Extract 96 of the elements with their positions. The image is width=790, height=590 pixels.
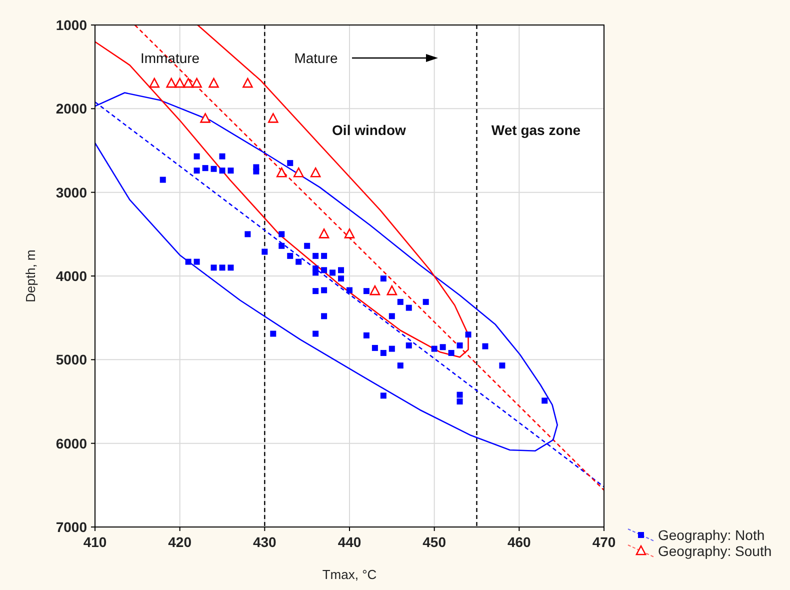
x-tick-label: 410 bbox=[83, 534, 107, 550]
point bbox=[174, 78, 185, 88]
point bbox=[397, 362, 404, 369]
y-tick-label: 4000 bbox=[56, 268, 88, 284]
point bbox=[499, 362, 506, 369]
y-tick-label: 6000 bbox=[56, 435, 88, 452]
point bbox=[312, 252, 319, 259]
point bbox=[293, 167, 304, 178]
point bbox=[228, 264, 234, 271]
point bbox=[228, 168, 234, 174]
point bbox=[200, 113, 210, 123]
point bbox=[448, 350, 454, 356]
point bbox=[440, 344, 446, 350]
legend-label: Geography: South bbox=[658, 543, 772, 559]
point bbox=[242, 78, 253, 88]
point bbox=[244, 231, 251, 238]
point bbox=[312, 288, 319, 294]
point bbox=[321, 287, 328, 294]
point bbox=[318, 228, 330, 238]
point bbox=[310, 167, 321, 178]
point bbox=[482, 343, 488, 350]
annotation: Mature bbox=[294, 50, 338, 66]
point bbox=[270, 330, 276, 337]
x-axis-title: Tmax, °C bbox=[322, 567, 377, 582]
point bbox=[388, 313, 395, 320]
point bbox=[465, 332, 472, 338]
point bbox=[268, 113, 278, 123]
point bbox=[296, 258, 302, 265]
point bbox=[202, 165, 208, 172]
point bbox=[278, 231, 285, 238]
x-tick-label: 460 bbox=[507, 534, 532, 550]
point bbox=[219, 264, 226, 271]
point bbox=[166, 78, 176, 88]
point bbox=[388, 346, 395, 352]
point bbox=[456, 342, 463, 348]
point bbox=[338, 276, 344, 282]
point bbox=[372, 344, 378, 351]
point bbox=[312, 270, 319, 276]
point bbox=[253, 168, 260, 174]
y-axis-title: Depth, m bbox=[23, 250, 38, 302]
point bbox=[380, 276, 386, 282]
point bbox=[287, 160, 294, 166]
point bbox=[370, 285, 380, 296]
point bbox=[208, 78, 219, 88]
point bbox=[363, 288, 370, 294]
legend-label: Geography: Noth bbox=[658, 527, 765, 543]
point bbox=[278, 242, 285, 249]
point bbox=[194, 258, 200, 265]
x-tick-label: 440 bbox=[338, 534, 362, 550]
point bbox=[276, 167, 287, 178]
point bbox=[304, 242, 310, 249]
point bbox=[406, 304, 412, 311]
point bbox=[210, 166, 217, 172]
x-tick-label: 420 bbox=[168, 534, 192, 550]
point bbox=[219, 153, 226, 160]
point bbox=[542, 398, 548, 404]
point bbox=[338, 267, 344, 274]
point bbox=[160, 176, 166, 183]
annotation: Wet gas zone bbox=[491, 122, 581, 138]
point bbox=[194, 168, 200, 174]
point bbox=[183, 78, 194, 88]
point bbox=[287, 252, 294, 259]
x-tick-label: 430 bbox=[252, 534, 277, 550]
point bbox=[210, 264, 217, 271]
y-tick-label: 7000 bbox=[56, 519, 88, 535]
point bbox=[321, 313, 328, 320]
y-tick-label: 3000 bbox=[56, 184, 88, 200]
point bbox=[456, 398, 463, 404]
point bbox=[330, 270, 336, 276]
point bbox=[380, 392, 386, 399]
point bbox=[397, 298, 404, 305]
y-tick-label: 5000 bbox=[56, 352, 88, 368]
point bbox=[386, 285, 398, 296]
point bbox=[346, 287, 352, 294]
point bbox=[321, 267, 328, 274]
x-tick-label: 470 bbox=[592, 534, 616, 550]
point bbox=[321, 252, 328, 259]
y-tick-label: 1000 bbox=[56, 17, 88, 33]
point bbox=[363, 332, 370, 338]
y-tick-label: 2000 bbox=[56, 100, 88, 117]
point bbox=[149, 78, 160, 88]
point bbox=[422, 298, 429, 305]
point bbox=[456, 392, 463, 398]
point bbox=[262, 248, 268, 255]
point bbox=[312, 330, 319, 337]
point bbox=[192, 78, 202, 88]
point bbox=[185, 258, 192, 265]
point bbox=[344, 228, 355, 238]
point bbox=[380, 350, 386, 356]
point bbox=[219, 168, 226, 174]
point bbox=[406, 342, 412, 348]
point bbox=[194, 153, 200, 160]
point bbox=[431, 346, 438, 352]
annotation: Oil window bbox=[332, 122, 406, 138]
annotation: Immature bbox=[140, 50, 200, 66]
x-tick-label: 450 bbox=[422, 534, 446, 550]
